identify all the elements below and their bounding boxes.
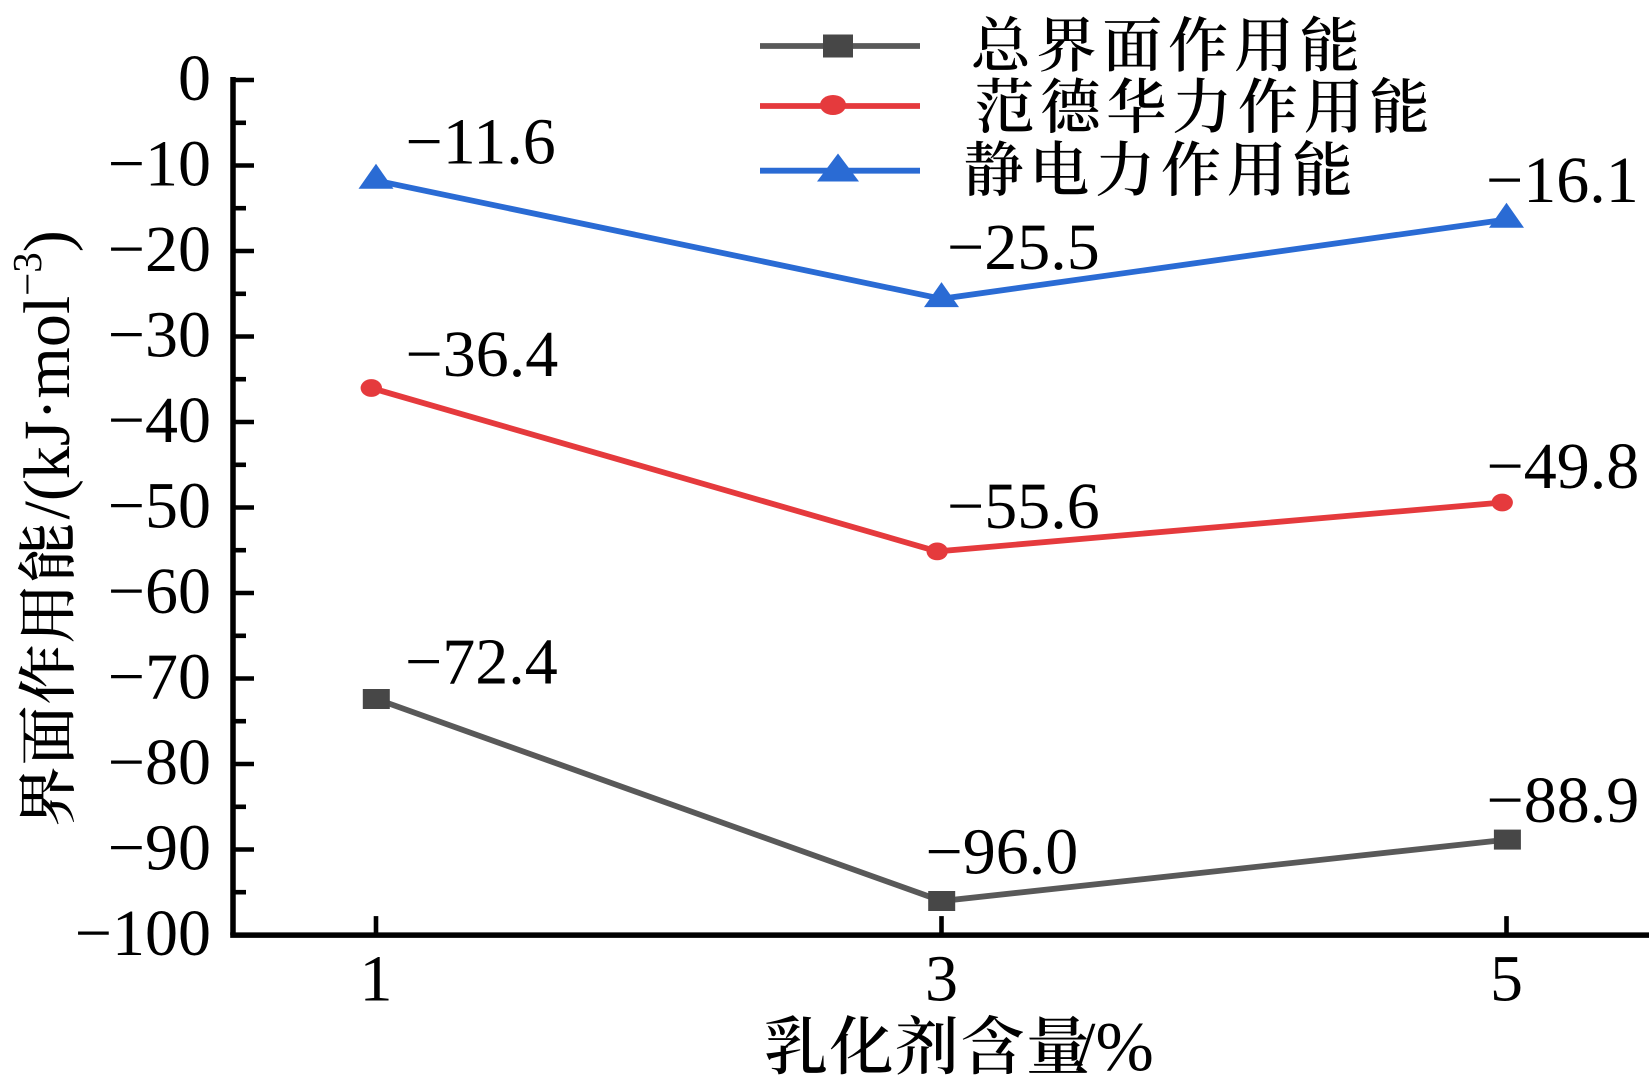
svg-text:−16.1: −16.1 — [1486, 144, 1639, 217]
svg-text:−40: −40 — [108, 384, 211, 457]
svg-text:−49.8: −49.8 — [1487, 430, 1640, 503]
svg-text:−55.6: −55.6 — [947, 470, 1100, 543]
svg-text:−72.4: −72.4 — [405, 626, 558, 699]
svg-text:−20: −20 — [108, 213, 211, 286]
svg-text:−36.4: −36.4 — [406, 318, 559, 391]
svg-text:1: 1 — [360, 943, 393, 1016]
svg-text:−88.9: −88.9 — [1487, 764, 1640, 837]
svg-text:−80: −80 — [108, 726, 211, 799]
svg-text:−100: −100 — [75, 897, 211, 970]
svg-text:5: 5 — [1490, 943, 1523, 1016]
svg-text:/%: /% — [1076, 1009, 1154, 1086]
svg-text:−11.6: −11.6 — [406, 106, 556, 179]
svg-text:−70: −70 — [108, 641, 211, 714]
svg-text:−30: −30 — [108, 299, 211, 372]
svg-text:−90: −90 — [108, 812, 211, 885]
svg-text:/(kJ·mol−3): /(kJ·mol−3) — [4, 230, 84, 519]
svg-text:−60: −60 — [108, 555, 211, 628]
svg-text:−10: −10 — [108, 128, 211, 201]
svg-text:−50: −50 — [108, 470, 211, 543]
svg-text:0: 0 — [178, 42, 211, 115]
svg-text:−96.0: −96.0 — [926, 816, 1079, 889]
svg-text:−25.5: −25.5 — [947, 211, 1100, 284]
svg-text:3: 3 — [925, 943, 958, 1016]
